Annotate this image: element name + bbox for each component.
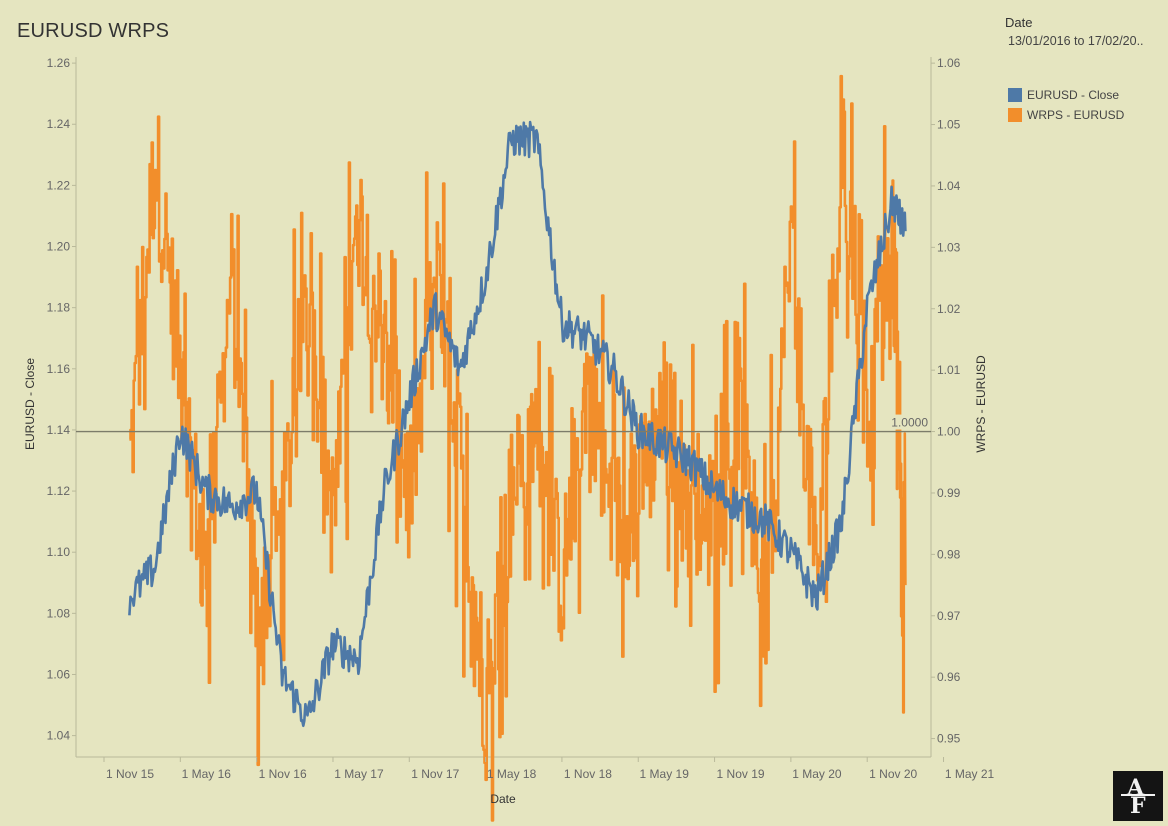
legend-item-eurusd-close[interactable]: EURUSD - Close: [1008, 85, 1124, 105]
y-right-tick-label: 1.02: [937, 302, 961, 316]
y-left-tick-label: 1.08: [47, 606, 71, 620]
y-left-tick-label: 1.12: [47, 484, 71, 498]
legend-label-eurusd-close: EURUSD - Close: [1027, 88, 1120, 102]
y-right-tick-label: 1.05: [937, 118, 961, 132]
x-tick-label: 1 Nov 18: [564, 767, 612, 781]
y-axis-right-title: WRPS - EURUSD: [974, 355, 988, 453]
x-tick-label: 1 May 20: [792, 767, 842, 781]
y-left-tick-label: 1.06: [47, 667, 71, 681]
y-left-tick-label: 1.04: [47, 729, 71, 743]
y-left-tick-label: 1.22: [47, 178, 71, 192]
legend-swatch-eurusd-close: [1008, 88, 1022, 102]
series-line-wrps-eurusd: [129, 74, 907, 822]
y-right-tick-label: 0.98: [937, 547, 961, 561]
series-line-eurusd-close: [128, 120, 907, 728]
x-tick-label: 1 Nov 20: [869, 767, 917, 781]
y-left-tick-label: 1.18: [47, 301, 71, 315]
y-left-tick-label: 1.16: [47, 362, 71, 376]
y-right-tick-label: 0.95: [937, 732, 961, 746]
x-tick-label: 1 May 16: [182, 767, 232, 781]
y-axis-left-title: EURUSD - Close: [23, 358, 37, 450]
x-tick-label: 1 May 18: [487, 767, 537, 781]
x-tick-label: 1 May 17: [334, 767, 384, 781]
y-right-tick-label: 0.99: [937, 486, 961, 500]
x-tick-label: 1 May 21: [945, 767, 995, 781]
reference-line-label: 1.0000: [891, 416, 928, 430]
x-axis-title: Date: [490, 792, 516, 806]
reference-line-label-bg: [885, 414, 929, 430]
y-left-tick-label: 1.20: [47, 240, 71, 254]
y-right-tick-label: 0.96: [937, 670, 961, 684]
x-tick-label: 1 Nov 19: [717, 767, 765, 781]
date-filter-value[interactable]: 13/01/2016 to 17/02/20..: [1008, 34, 1144, 48]
y-right-tick-label: 1.04: [937, 179, 961, 193]
legend-item-wrps-eurusd[interactable]: WRPS - EURUSD: [1008, 105, 1124, 125]
x-tick-label: 1 Nov 17: [411, 767, 459, 781]
x-tick-label: 1 Nov 16: [259, 767, 307, 781]
x-tick-label: 1 May 19: [640, 767, 690, 781]
y-left-tick-label: 1.26: [47, 56, 71, 70]
y-left-tick-label: 1.24: [47, 117, 71, 131]
legend-label-wrps-eurusd: WRPS - EURUSD: [1027, 108, 1125, 122]
y-right-tick-label: 0.97: [937, 609, 961, 623]
y-left-tick-label: 1.10: [47, 545, 71, 559]
y-right-tick-label: 1.01: [937, 363, 961, 377]
legend-swatch-wrps-eurusd: [1008, 108, 1022, 122]
x-tick-label: 1 Nov 15: [106, 767, 154, 781]
y-left-tick-label: 1.14: [47, 423, 71, 437]
page-title: EURUSD WRPS: [17, 20, 170, 42]
y-right-tick-label: 1.03: [937, 240, 961, 254]
legend: EURUSD - Close WRPS - EURUSD: [1008, 85, 1124, 125]
y-right-tick-label: 1.00: [937, 425, 961, 439]
date-filter-title: Date: [1005, 15, 1033, 30]
y-right-tick-label: 1.06: [937, 56, 961, 70]
